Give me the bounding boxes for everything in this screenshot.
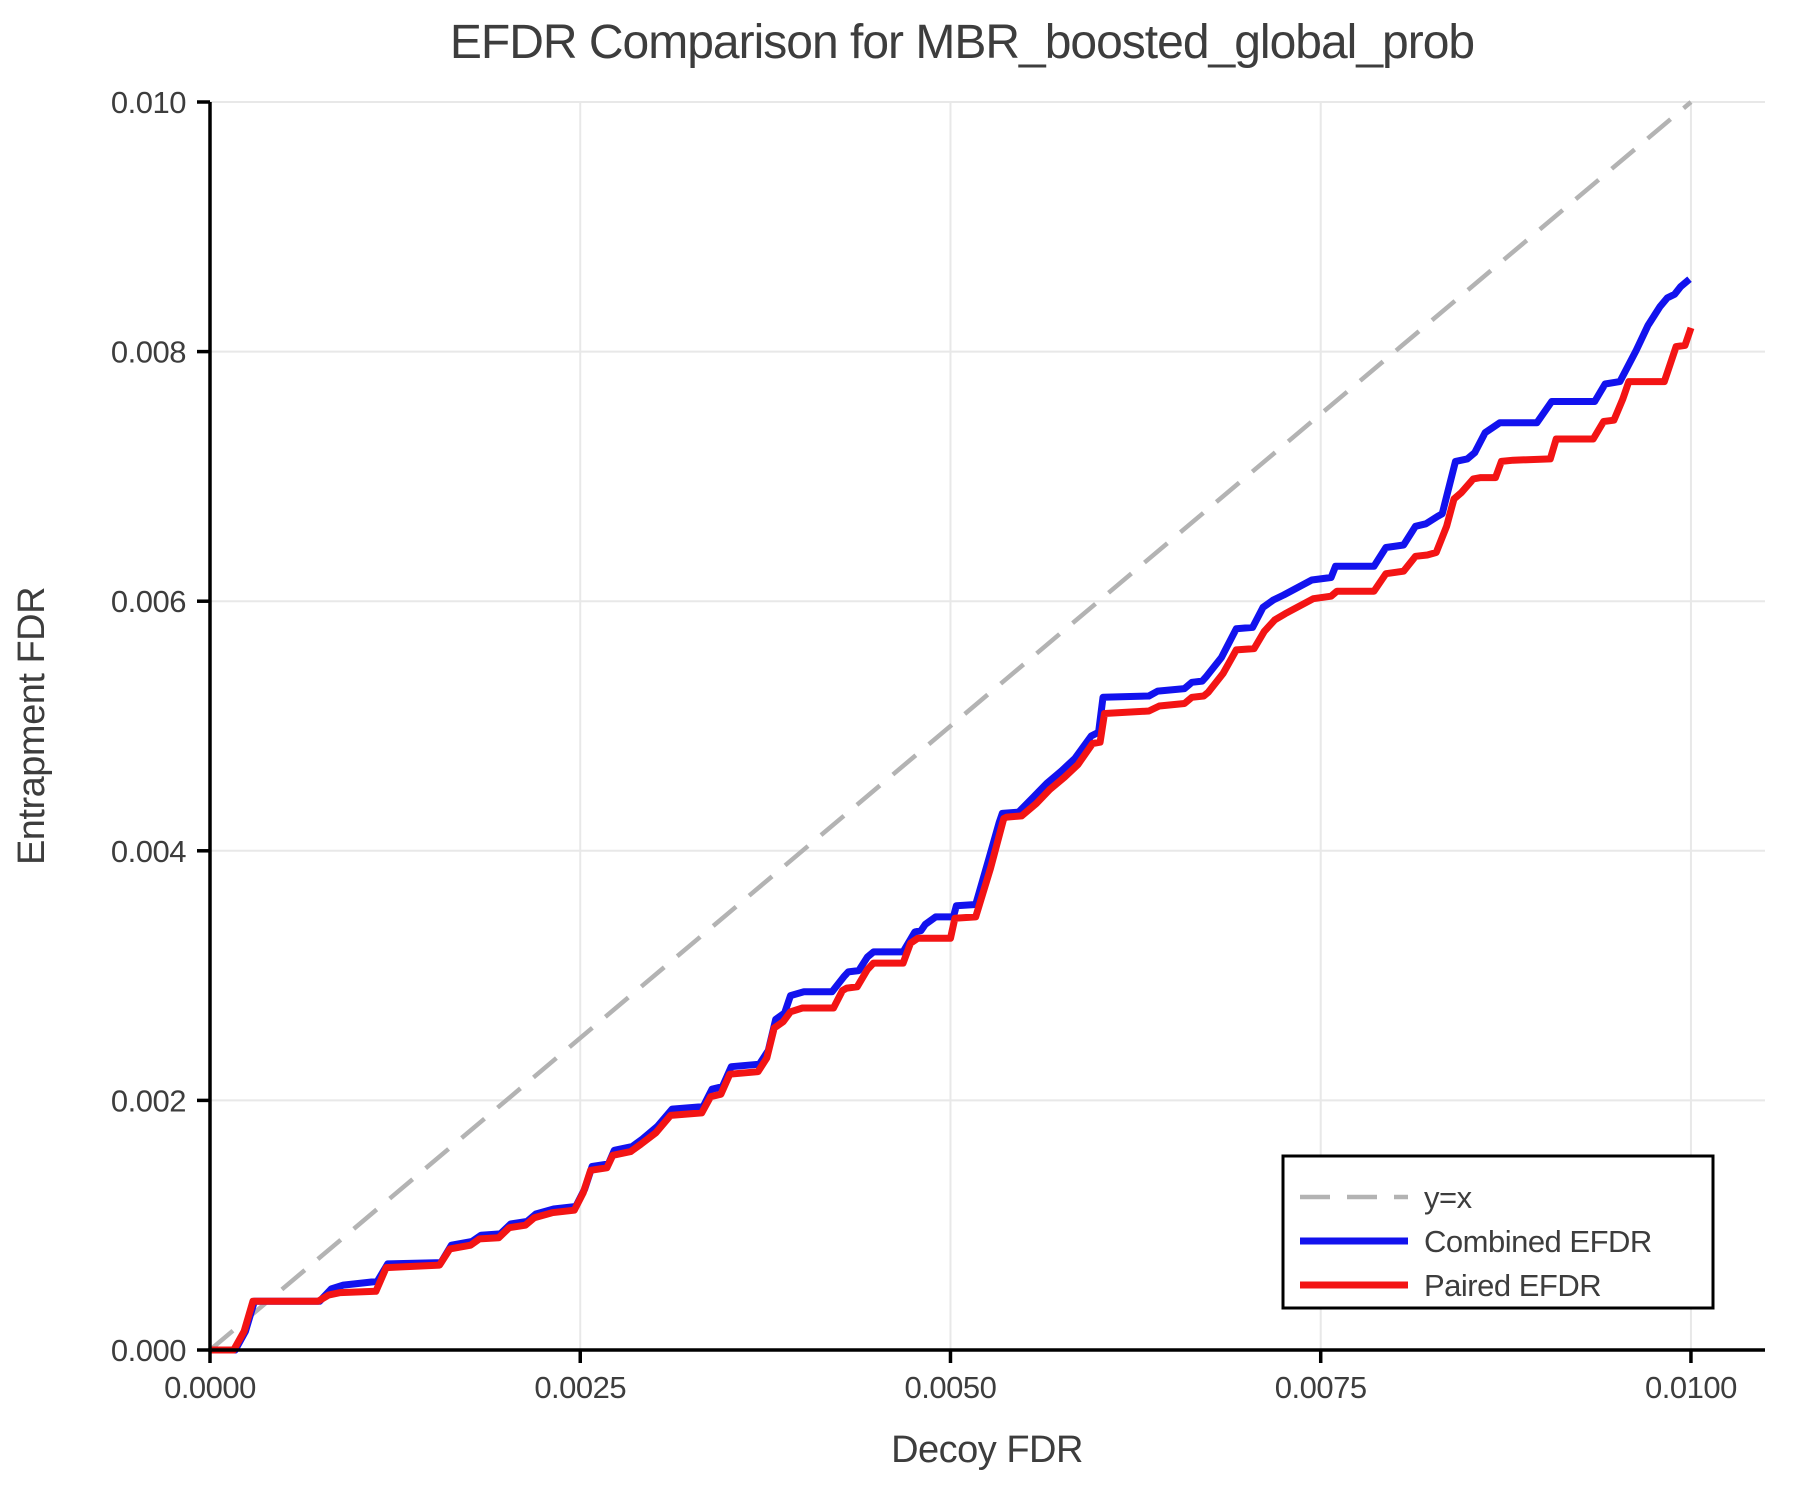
y-tick-label: 0.002	[111, 1083, 186, 1118]
x-tick-label: 0.0075	[1275, 1370, 1367, 1405]
legend: y=x Combined EFDR Paired EFDR	[1281, 1154, 1715, 1310]
chart-title: EFDR Comparison for MBR_boosted_global_p…	[450, 16, 1474, 69]
y-axis-label: Entrapment FDR	[11, 587, 53, 865]
y-tick-label: 0.004	[111, 834, 186, 869]
x-tick-label: 0.0000	[164, 1370, 256, 1405]
x-tick-label: 0.0025	[534, 1370, 626, 1405]
y-tick-label: 0.008	[111, 335, 186, 370]
x-tick-label: 0.0050	[905, 1370, 997, 1405]
series-layer	[208, 100, 1695, 1354]
x-axis-label: Decoy FDR	[891, 1429, 1083, 1471]
y-tick-label: 0.000	[111, 1333, 186, 1368]
series-paired-efdr	[210, 326, 1695, 1354]
x-tick-label: 0.0100	[1645, 1370, 1737, 1405]
legend-label-y-x: y=x	[1424, 1180, 1473, 1215]
axes-layer: 0.0000 0.0025 0.0050 0.0075 0.0100 0.000 0.002…	[111, 85, 1765, 1405]
legend-label-paired-efdr: Paired EFDR	[1424, 1268, 1601, 1303]
legend-label-combined-efdr: Combined EFDR	[1424, 1224, 1652, 1259]
y-tick-label: 0.010	[111, 85, 186, 120]
y-tick-label: 0.006	[111, 584, 186, 619]
series-y-x	[208, 100, 1693, 1352]
